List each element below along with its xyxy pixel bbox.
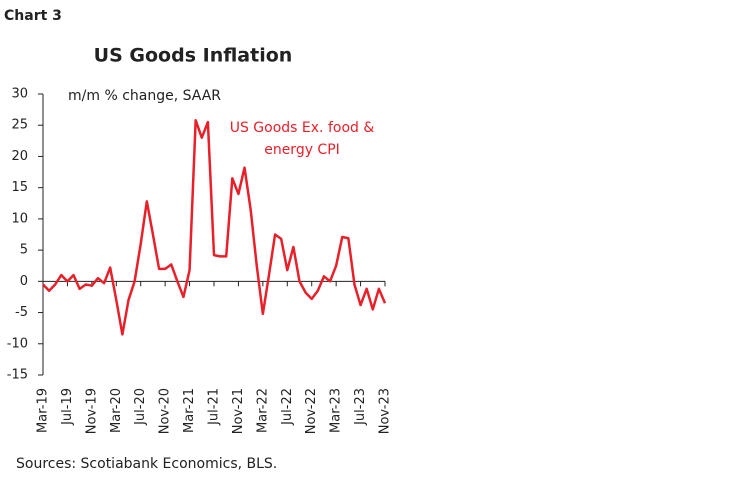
y-tick-label: 5	[20, 243, 28, 258]
series-line	[42, 118, 387, 336]
chart-title: US Goods Inflation	[94, 45, 293, 67]
y-tick-label: 30	[11, 87, 28, 102]
y-tick-label: -5	[15, 305, 28, 320]
y-tick-label: 25	[11, 118, 28, 133]
x-tick-label: Mar-19	[36, 388, 51, 433]
y-tick-label: 20	[11, 149, 28, 164]
x-tick-label: Nov-20	[158, 388, 173, 434]
legend-entry: US Goods Ex. food & energy CPI	[229, 120, 375, 158]
y-axis-label: m/m % change, SAAR	[68, 88, 221, 104]
x-tick-label: Nov-19	[84, 388, 99, 434]
x-tick-label: Mar-21	[182, 388, 197, 433]
x-tick-label: Jul-20	[133, 388, 148, 426]
y-tick-label: -10	[7, 336, 28, 351]
y-tick-label: 15	[11, 180, 28, 195]
source: Sources: Scotiabank Economics, BLS.	[16, 456, 277, 472]
x-tick-label: Jul-21	[207, 388, 222, 426]
y-tick-label: 0	[20, 274, 28, 289]
x-tick-label: Nov-21	[231, 388, 246, 434]
x-tick-label: Mar-20	[109, 388, 124, 433]
x-tick-label: Nov-22	[304, 388, 319, 434]
x-tick-label: Jul-22	[280, 388, 295, 426]
x-tick-label: Nov-23	[378, 388, 393, 434]
y-tick-label: -15	[7, 368, 28, 383]
x-tick-label: Jul-19	[60, 388, 75, 426]
y-tick-label: 10	[11, 211, 28, 226]
x-tick-label: Jul-23	[353, 388, 368, 426]
x-tick-label: Mar-23	[329, 388, 344, 433]
chart-header: Chart 3	[4, 8, 62, 24]
x-tick-label: Mar-22	[255, 388, 270, 433]
